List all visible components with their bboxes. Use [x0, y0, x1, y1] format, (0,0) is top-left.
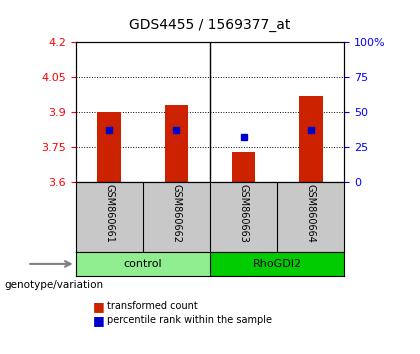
Bar	[165, 105, 188, 182]
Text: GSM860664: GSM860664	[306, 184, 316, 243]
Text: GDS4455 / 1569377_at: GDS4455 / 1569377_at	[129, 18, 291, 32]
Text: GSM860662: GSM860662	[171, 184, 181, 243]
Text: transformed count: transformed count	[107, 301, 198, 311]
Text: ■: ■	[92, 314, 104, 327]
Text: RhoGDI2: RhoGDI2	[253, 259, 302, 269]
Bar	[232, 152, 255, 182]
Text: GSM860661: GSM860661	[104, 184, 114, 243]
FancyBboxPatch shape	[210, 252, 344, 276]
Text: ■: ■	[92, 300, 104, 313]
Bar	[299, 96, 323, 182]
Text: control: control	[123, 259, 162, 269]
Text: genotype/variation: genotype/variation	[4, 280, 103, 290]
Text: percentile rank within the sample: percentile rank within the sample	[107, 315, 272, 325]
Bar	[97, 112, 121, 182]
FancyBboxPatch shape	[76, 252, 210, 276]
Text: GSM860663: GSM860663	[239, 184, 249, 243]
